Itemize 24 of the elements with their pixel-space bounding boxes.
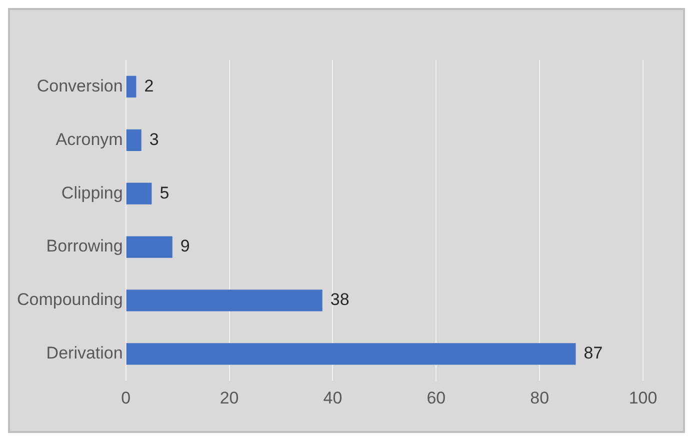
bar	[126, 76, 136, 98]
y-tick-label: Derivation	[46, 344, 123, 363]
data-label: 38	[330, 290, 350, 310]
bar	[126, 182, 152, 204]
data-label: 3	[149, 130, 159, 149]
x-tick-label: 40	[323, 388, 342, 408]
x-tick-label: 100	[628, 388, 658, 408]
y-tick-label: Clipping	[61, 183, 123, 202]
x-tick-label: 80	[530, 388, 550, 408]
y-tick-label: Compounding	[16, 290, 123, 310]
x-tick-label: 20	[220, 388, 239, 408]
bar	[126, 236, 172, 258]
data-label: 5	[160, 183, 170, 202]
y-tick-label: Borrowing	[46, 236, 123, 256]
x-tick-label: 0	[121, 388, 131, 408]
y-tick-label: Acronym	[56, 130, 123, 149]
bar	[126, 129, 142, 151]
bar	[126, 343, 576, 365]
x-tick-label: 60	[426, 388, 446, 408]
data-label: 9	[180, 236, 190, 256]
y-tick-label: Conversion	[36, 76, 123, 96]
data-label: 2	[144, 76, 154, 96]
bar	[126, 290, 322, 312]
data-label: 87	[584, 344, 603, 363]
